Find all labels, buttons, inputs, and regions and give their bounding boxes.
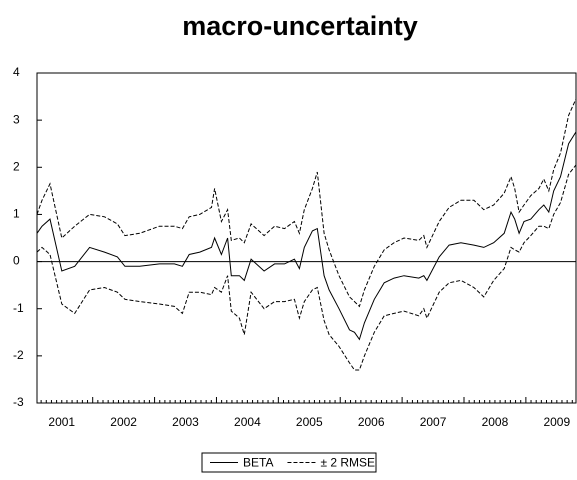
series-line xyxy=(36,164,577,371)
x-tick-label: 2009 xyxy=(543,415,570,429)
chart-title: macro-uncertainty xyxy=(182,11,418,41)
x-tick-label: 2002 xyxy=(110,415,137,429)
y-tick-label: -2 xyxy=(13,348,24,362)
legend-label: BETA xyxy=(243,456,273,470)
x-tick-label: 2006 xyxy=(358,415,385,429)
x-tick-label: 2001 xyxy=(48,415,75,429)
y-tick-label: 1 xyxy=(13,207,20,221)
y-tick-label: 3 xyxy=(13,112,20,126)
y-tick-label: -1 xyxy=(13,301,24,315)
series-line xyxy=(36,98,577,308)
y-tick-label: 2 xyxy=(13,159,20,173)
y-tick-label: 4 xyxy=(13,65,20,79)
plot-frame xyxy=(36,72,577,404)
x-tick-label: 2004 xyxy=(234,415,261,429)
x-tick-label: 2008 xyxy=(482,415,509,429)
x-tick-label: 2007 xyxy=(420,415,447,429)
series-line xyxy=(36,131,577,341)
y-tick-label: 0 xyxy=(13,254,20,268)
legend-label: ± 2 RMSE xyxy=(320,456,375,470)
x-tick-label: 2005 xyxy=(296,415,323,429)
x-tick-label: 2003 xyxy=(172,415,199,429)
y-tick-label: -3 xyxy=(13,395,24,409)
